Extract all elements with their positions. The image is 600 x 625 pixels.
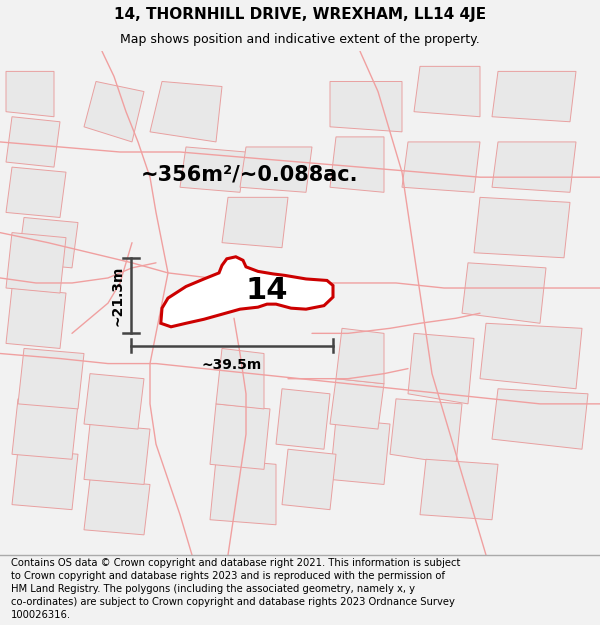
Polygon shape — [402, 142, 480, 192]
Text: Map shows position and indicative extent of the property.: Map shows position and indicative extent… — [120, 34, 480, 46]
Polygon shape — [180, 147, 246, 192]
Polygon shape — [420, 459, 498, 520]
Polygon shape — [492, 389, 588, 449]
Polygon shape — [480, 323, 582, 389]
Polygon shape — [462, 263, 546, 323]
Polygon shape — [6, 167, 66, 217]
Polygon shape — [330, 419, 390, 484]
Polygon shape — [84, 479, 150, 535]
Text: Contains OS data © Crown copyright and database right 2021. This information is : Contains OS data © Crown copyright and d… — [11, 558, 460, 621]
Polygon shape — [6, 288, 66, 349]
Polygon shape — [216, 349, 264, 409]
Text: 14, THORNHILL DRIVE, WREXHAM, LL14 4JE: 14, THORNHILL DRIVE, WREXHAM, LL14 4JE — [114, 7, 486, 22]
Polygon shape — [336, 328, 384, 384]
Polygon shape — [6, 232, 66, 293]
Polygon shape — [210, 404, 270, 469]
Polygon shape — [492, 71, 576, 122]
Polygon shape — [84, 424, 150, 484]
Polygon shape — [492, 142, 576, 192]
Polygon shape — [408, 333, 474, 404]
Polygon shape — [12, 399, 78, 459]
Polygon shape — [474, 198, 570, 258]
Text: ~356m²/~0.088ac.: ~356m²/~0.088ac. — [141, 164, 359, 184]
Polygon shape — [210, 459, 276, 525]
Polygon shape — [276, 389, 330, 449]
Polygon shape — [222, 198, 288, 248]
Polygon shape — [282, 449, 336, 509]
Polygon shape — [161, 257, 333, 327]
Polygon shape — [150, 81, 222, 142]
Polygon shape — [84, 81, 144, 142]
Polygon shape — [330, 137, 384, 192]
Text: 14: 14 — [246, 276, 288, 305]
Polygon shape — [6, 71, 54, 117]
Polygon shape — [240, 147, 312, 192]
Polygon shape — [12, 449, 78, 509]
Polygon shape — [18, 349, 84, 409]
Polygon shape — [390, 399, 462, 464]
Polygon shape — [6, 117, 60, 167]
Text: ~39.5m: ~39.5m — [202, 358, 262, 372]
Polygon shape — [414, 66, 480, 117]
Text: ~21.3m: ~21.3m — [110, 266, 125, 326]
Polygon shape — [330, 379, 384, 429]
Polygon shape — [84, 374, 144, 429]
Polygon shape — [330, 81, 402, 132]
Polygon shape — [18, 217, 78, 268]
